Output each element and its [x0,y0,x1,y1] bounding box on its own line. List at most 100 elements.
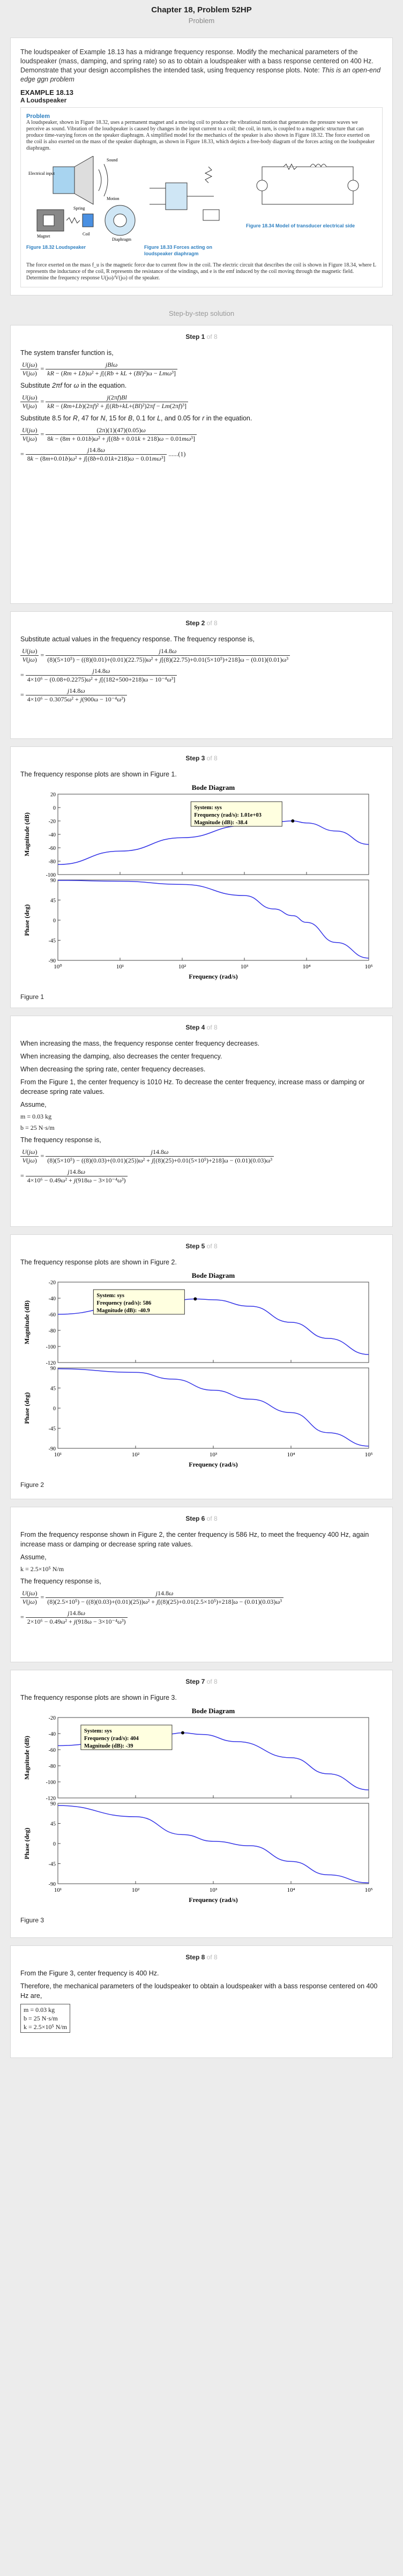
mag-y-tick-label: -20 [49,1715,56,1721]
x-tick-label: 10¹ [54,1452,62,1458]
phase-axis-label: Phase (deg) [23,1828,31,1860]
page: Chapter 18, Problem 52HP Problem The lou… [10,0,393,2058]
phase-y-tick-label: 0 [53,918,56,924]
phase-y-tick-label: -45 [49,1862,56,1868]
step-5-text-1: The frequency response plots are shown i… [20,1259,177,1266]
step-6-spring: k = 2.5×10⁵ N/m [20,1565,64,1573]
step-8-text-2: Therefore, the mechanical parameters of … [20,1982,378,2000]
x-tick-label: 10² [178,964,186,970]
figure-forces: Figure 18.33 Forces acting on loudspeake… [144,156,241,257]
phase-y-tick-label: -90 [49,1446,56,1452]
mag-y-tick-label: 20 [50,792,56,798]
phase-y-tick-label: 0 [53,1841,56,1847]
step-4-damping: b = 25 N·s/m [20,1124,55,1131]
mag-y-tick-label: -60 [49,1312,56,1318]
mag-y-tick-label: -100 [46,1780,56,1786]
label-sound: Sound [107,158,117,162]
x-tick-label: 10¹ [116,964,124,970]
step-2-eq-3: = j14.8ω 4×10⁶ − 0.3075ω² + j(900ω − 10⁻⁴… [20,687,383,704]
answer-mass: m = 0.03 kg [24,2006,55,2014]
x-axis-label: Frequency (rad/s) [189,1461,237,1468]
x-tick-label: 10⁴ [287,1887,295,1893]
phase-y-tick-label: -90 [49,1882,56,1887]
magnitude-axis-label: Magnitude (dB) [23,1736,31,1780]
textbook-heading: Problem [26,113,50,120]
phase-y-tick-label: -45 [49,1426,56,1432]
x-tick-label: 10³ [210,1887,218,1893]
textbook-paragraph-3: Determine the frequency response U(jω)/V… [26,275,160,281]
datatip-marker [181,1731,184,1735]
mag-y-tick-label: -40 [49,1296,56,1302]
datatip-mag: Magnitude (dB): -39 [84,1743,133,1749]
label-motion: Motion [107,196,120,201]
step-3: Step 3 of 8 The frequency response plots… [10,746,393,1008]
step-2: Step 2 of 8 Substitute actual values in … [10,611,393,739]
bode-plot-2: Bode Diagram 10¹ 10² 10³ 10⁴ 10⁵ -20 -40 -60 -80 -… [23,1271,373,1468]
step-1-eq-2: U(jω) V(jω) = j(2πf)Bl kR − (Rm+Lb)(2πf)² … [20,394,383,410]
question-card: The loudspeaker of Example 18.13 has a m… [10,38,393,295]
step-2-header: Step 2 of 8 [185,619,218,627]
datatip-box [80,1724,173,1750]
phase-y-tick-label: 90 [50,878,56,884]
step-2-eq-1: U(jω) V(jω) = j14.8ω (8)(5×10⁵) − ((8)(0.0… [20,647,383,664]
phase-curve [57,1805,369,1884]
phase-y-tick-label: 45 [50,1386,56,1392]
phase-y-tick-label: 45 [50,1822,56,1827]
mag-y-tick-label: -120 [46,1796,56,1802]
x-tick-label: 10² [132,1452,140,1458]
phase-y-tick-label: -45 [49,938,56,944]
phase-curve [57,880,369,959]
x-tick-label: 10⁵ [365,964,373,970]
step-1: Step 1 of 8 The system transfer function… [10,325,393,604]
x-tick-label: 10⁴ [303,964,311,970]
mag-y-tick-label: -40 [49,1731,56,1737]
chart-title: Bode Diagram [192,1707,235,1715]
label-diaphragm: Diaphragm [112,237,132,242]
solution-divider: Step-by-step solution [168,309,235,317]
mag-y-tick-label: -60 [49,1748,56,1753]
final-answer-box: m = 0.03 kg b = 25 N·s/m k = 2.5×10⁵ N/m [20,2004,71,2033]
mag-y-tick-label: 0 [53,805,56,811]
datatip-mag: Magnitude (dB): -40.9 [96,1308,150,1314]
x-tick-label: 10² [132,1887,140,1893]
question-text: The loudspeaker of Example 18.13 has a m… [20,48,383,84]
phase-y-tick-label: 45 [50,898,56,904]
mag-y-tick-label: -120 [46,1360,56,1366]
chart-title: Bode Diagram [192,783,235,791]
step-4-text-1: When increasing the mass, the frequency … [20,1040,260,1047]
mag-y-tick-label: -80 [49,1328,56,1334]
mag-y-tick-label: -100 [46,872,56,878]
step-4-header: Step 4 of 8 [185,1024,218,1031]
datatip-box [190,801,282,827]
x-tick-label: 10⁵ [365,1452,373,1458]
step-4-text-4: From the Figure 1, the center frequency … [20,1078,365,1095]
datatip-mag: Magnitude (dB): -38.4 [194,820,248,826]
mag-y-tick-label: -20 [49,819,56,825]
step-5-header: Step 5 of 8 [185,1242,218,1250]
datatip-system: System: sys [96,1293,124,1299]
mag-y-tick-label: -80 [49,859,56,865]
answer-damping: b = 25 N·s/m [24,2015,58,2022]
step-2-text-1: Substitute actual values in the frequenc… [20,635,255,643]
step-6-text-2: Assume, [20,1553,47,1561]
step-7-header: Step 7 of 8 [185,1678,218,1685]
datatip-marker [291,819,295,823]
loudspeaker-diagram: Electrical input Sound Spring Magnet Coi… [28,156,136,242]
step-1-header: Step 1 of 8 [185,333,218,340]
label-magnet: Magnet [37,234,50,239]
phase-axis-label: Phase (deg) [23,905,31,936]
datatip-freq: Frequency (rad/s): 1.01e+03 [194,812,262,818]
x-tick-label: 10³ [241,964,249,970]
phase-y-tick-label: -90 [49,958,56,964]
step-4-text-5: Assume, [20,1101,47,1108]
step-4-text-6: The frequency response is, [20,1136,101,1144]
x-tick-label: 10¹ [54,1887,62,1893]
datatip-marker [193,1297,197,1301]
phase-curve [57,1368,369,1447]
datatip-freq: Frequency (rad/s): 586 [96,1300,151,1306]
figure-1-label: Figure 1 [20,993,44,1001]
figure-circuit: Figure 18.34 Model of transducer electri… [246,156,375,257]
question-note: This is an open-end edge ggn problem [20,66,380,83]
label-coil: Coil [83,232,91,236]
datatip-system: System: sys [194,805,222,811]
